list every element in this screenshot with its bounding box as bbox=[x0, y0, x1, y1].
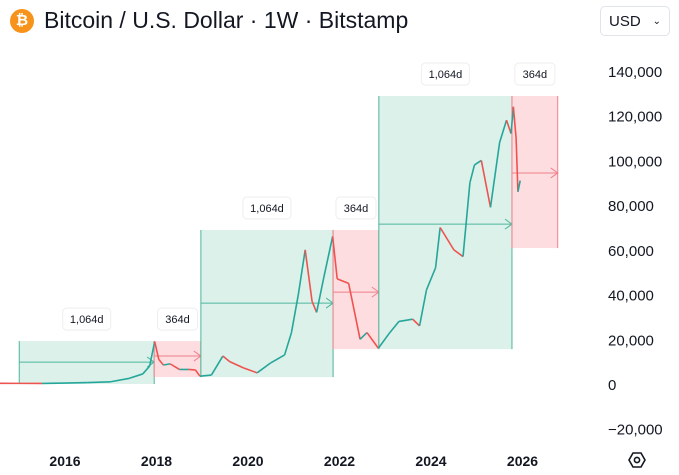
price-segment bbox=[315, 278, 325, 313]
price-segment bbox=[474, 159, 482, 166]
chevron-down-icon: ⌄ bbox=[652, 15, 661, 27]
price-segment bbox=[142, 365, 151, 375]
x-tick-label: 2026 bbox=[507, 453, 538, 469]
price-segment bbox=[311, 300, 318, 313]
x-tick-label: 2018 bbox=[141, 453, 172, 469]
chart-title: Bitcoin / U.S. Dollar · 1W · Bitstamp bbox=[44, 7, 409, 33]
price-segment bbox=[515, 138, 519, 192]
bear-box-1[interactable] bbox=[333, 229, 379, 350]
price-segment bbox=[304, 249, 313, 302]
price-segment bbox=[469, 164, 476, 183]
price-segment bbox=[210, 355, 224, 376]
bitcoin-glyph: ₿ bbox=[15, 12, 29, 29]
price-segment bbox=[256, 362, 272, 374]
x-tick-label: 2024 bbox=[415, 453, 446, 469]
price-series bbox=[0, 106, 521, 385]
price-segment bbox=[389, 320, 400, 334]
price-segment bbox=[290, 294, 300, 333]
price-segment bbox=[347, 283, 361, 340]
price-segment bbox=[489, 142, 501, 208]
price-segment bbox=[336, 278, 349, 285]
x-tick-label: 2020 bbox=[232, 453, 263, 469]
bear-duration-label-1-bg bbox=[335, 196, 377, 220]
price-segment bbox=[480, 160, 492, 208]
price-segment bbox=[283, 332, 293, 356]
price-segment bbox=[498, 119, 508, 143]
price-segment bbox=[163, 363, 171, 366]
bull-box-2[interactable] bbox=[378, 96, 512, 350]
price-segment bbox=[517, 180, 521, 192]
price-segment bbox=[331, 236, 339, 280]
bear-box-2[interactable] bbox=[511, 96, 558, 249]
price-segment bbox=[505, 119, 512, 134]
price-segment bbox=[366, 332, 380, 349]
x-tick-label: 2016 bbox=[49, 453, 80, 469]
y-tick-label: −20,000 bbox=[608, 422, 663, 439]
price-segment bbox=[412, 318, 421, 327]
bull-duration-label-2: 1,064d bbox=[429, 69, 463, 81]
price-segment bbox=[194, 369, 201, 377]
price-segment bbox=[148, 341, 156, 367]
bull-duration-label-1-bg bbox=[242, 196, 292, 220]
bull-duration-label-0: 1,064d bbox=[70, 314, 104, 326]
y-tick-label: 140,000 bbox=[608, 64, 662, 81]
price-segment bbox=[87, 380, 111, 384]
y-axis: 140,000 120,000 100,000 80,000 60,000 40,000 2… bbox=[608, 64, 663, 439]
y-tick-label: 20,000 bbox=[608, 332, 654, 349]
price-segment bbox=[222, 355, 231, 363]
bear-duration-label-0-bg bbox=[157, 307, 199, 331]
price-segment bbox=[462, 182, 471, 257]
price-segment bbox=[110, 377, 130, 383]
y-tick-label: 0 bbox=[608, 377, 616, 394]
price-segment bbox=[243, 367, 258, 374]
price-segment bbox=[398, 318, 413, 323]
currency-value: USD bbox=[609, 12, 641, 30]
y-tick-label: 40,000 bbox=[608, 288, 654, 305]
price-segment bbox=[425, 267, 437, 291]
bull-duration-label-1: 1,064d bbox=[250, 203, 284, 215]
bear-box-0[interactable] bbox=[154, 341, 201, 378]
y-tick-label: 60,000 bbox=[608, 243, 654, 260]
chart-header: ₿ Bitcoin / U.S. Dollar · 1W · Bitstamp bbox=[10, 7, 408, 34]
cycle-labels: 1,064d 364d 1,064d 364d 1,064d 364d bbox=[62, 62, 556, 331]
x-axis: 2016 2018 2020 2022 2024 2026 bbox=[49, 453, 538, 469]
price-segment bbox=[158, 358, 164, 366]
price-segment bbox=[297, 249, 306, 295]
price-segment bbox=[439, 227, 455, 251]
bitcoin-icon: ₿ bbox=[10, 8, 34, 33]
settings-icon[interactable] bbox=[628, 452, 646, 468]
y-tick-label: 100,000 bbox=[608, 153, 662, 170]
currency-dropdown[interactable]: USD ⌄ bbox=[600, 6, 670, 36]
price-segment bbox=[229, 360, 244, 369]
price-segment bbox=[512, 106, 517, 139]
bull-duration-label-2-bg bbox=[420, 62, 470, 86]
bull-duration-label-0-bg bbox=[62, 307, 112, 331]
bear-duration-label-2-bg bbox=[514, 62, 556, 86]
y-tick-label: 120,000 bbox=[608, 109, 662, 126]
price-segment bbox=[434, 227, 441, 268]
y-tick-label: 80,000 bbox=[608, 198, 654, 215]
price-segment bbox=[418, 289, 428, 327]
price-segment bbox=[169, 363, 180, 371]
price-segment bbox=[128, 373, 144, 380]
price-segment bbox=[359, 332, 368, 340]
bear-arrowhead-icon-2 bbox=[550, 167, 559, 179]
price-segment bbox=[453, 249, 464, 258]
x-tick-label: 2022 bbox=[324, 453, 355, 469]
price-segment bbox=[199, 374, 212, 377]
bear-duration-label-0: 364d bbox=[165, 314, 189, 326]
price-segment bbox=[153, 341, 160, 360]
bear-duration-label-2: 364d bbox=[523, 69, 547, 81]
price-segment bbox=[322, 236, 334, 280]
price-segment bbox=[270, 354, 285, 364]
bear-duration-label-1: 364d bbox=[344, 203, 368, 215]
price-segment bbox=[377, 332, 391, 349]
